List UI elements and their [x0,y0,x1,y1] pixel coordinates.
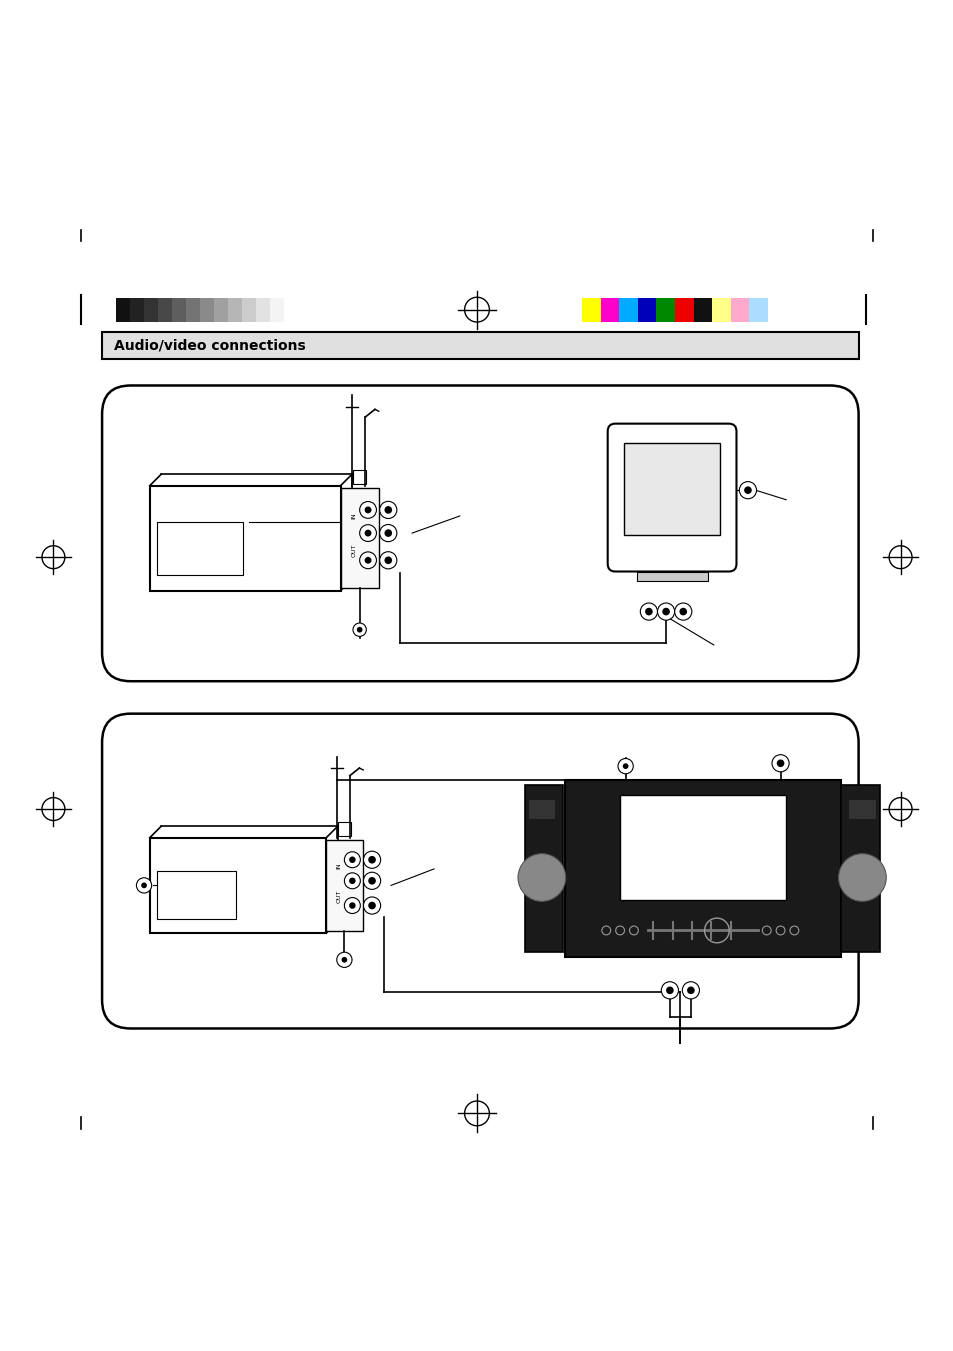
Text: OUT: OUT [336,890,341,902]
Circle shape [674,603,691,620]
Bar [200,297,213,322]
Circle shape [618,758,633,774]
Bar [618,297,637,322]
Circle shape [344,897,360,913]
Circle shape [517,854,565,901]
Bar [270,297,283,322]
Bar [581,297,600,322]
Circle shape [379,524,396,542]
Bar [711,297,730,322]
Bar [150,485,340,590]
FancyBboxPatch shape [102,713,858,1028]
Circle shape [681,982,699,998]
Bar [242,297,255,322]
Bar [637,297,656,322]
Circle shape [679,608,686,616]
Circle shape [384,557,392,565]
Bar [340,488,378,589]
Circle shape [349,902,355,909]
Circle shape [639,603,657,620]
Bar [693,297,711,322]
Circle shape [344,873,360,889]
Circle shape [363,873,380,889]
Bar [186,297,200,322]
Bar [564,781,841,957]
Circle shape [363,897,380,915]
Circle shape [364,557,371,563]
Circle shape [336,952,352,967]
Bar [524,785,562,952]
Circle shape [622,763,628,769]
Circle shape [363,851,380,869]
Circle shape [665,986,673,994]
Circle shape [341,957,347,963]
Bar [102,332,858,359]
Bar [213,297,228,322]
Circle shape [384,530,392,536]
Bar [528,800,555,819]
FancyBboxPatch shape [607,424,736,571]
Bar [730,297,748,322]
Circle shape [384,507,392,513]
Circle shape [379,501,396,519]
Bar [157,523,243,576]
Bar [156,871,236,919]
Circle shape [660,982,678,998]
FancyBboxPatch shape [102,385,858,681]
Circle shape [364,530,371,536]
Circle shape [141,882,147,888]
Bar [748,297,767,322]
Circle shape [686,986,694,994]
Bar [623,443,720,535]
Circle shape [743,486,751,494]
Circle shape [359,524,376,542]
Bar [255,297,270,322]
Circle shape [344,851,360,867]
Circle shape [776,759,783,767]
Bar [326,839,362,931]
Circle shape [349,878,355,884]
Circle shape [657,603,674,620]
Bar [656,297,674,322]
Text: OUT: OUT [351,543,356,557]
Bar [848,800,875,819]
Bar [337,823,351,836]
Text: IN: IN [336,862,341,869]
Circle shape [368,857,375,863]
Text: Audio/video connections: Audio/video connections [113,338,305,353]
Bar [116,297,131,322]
Circle shape [379,551,396,569]
Text: IN: IN [351,512,356,519]
Circle shape [353,623,366,636]
Circle shape [364,507,371,513]
Circle shape [356,627,362,632]
Bar [131,297,144,322]
Circle shape [359,501,376,519]
Circle shape [359,553,376,569]
Bar [841,785,879,952]
Bar [619,794,785,901]
Circle shape [368,901,375,909]
Circle shape [368,877,375,885]
Bar [158,297,172,322]
Circle shape [771,755,788,771]
Circle shape [739,481,756,499]
Bar [144,297,158,322]
Bar [600,297,618,322]
Bar [150,838,326,934]
Circle shape [136,878,152,893]
Bar [636,571,707,581]
Circle shape [838,854,885,901]
Bar [172,297,186,322]
Circle shape [349,857,355,863]
Bar [353,470,366,484]
Bar [283,297,297,322]
Bar [228,297,242,322]
Bar [674,297,693,322]
Circle shape [644,608,652,616]
Circle shape [661,608,669,616]
